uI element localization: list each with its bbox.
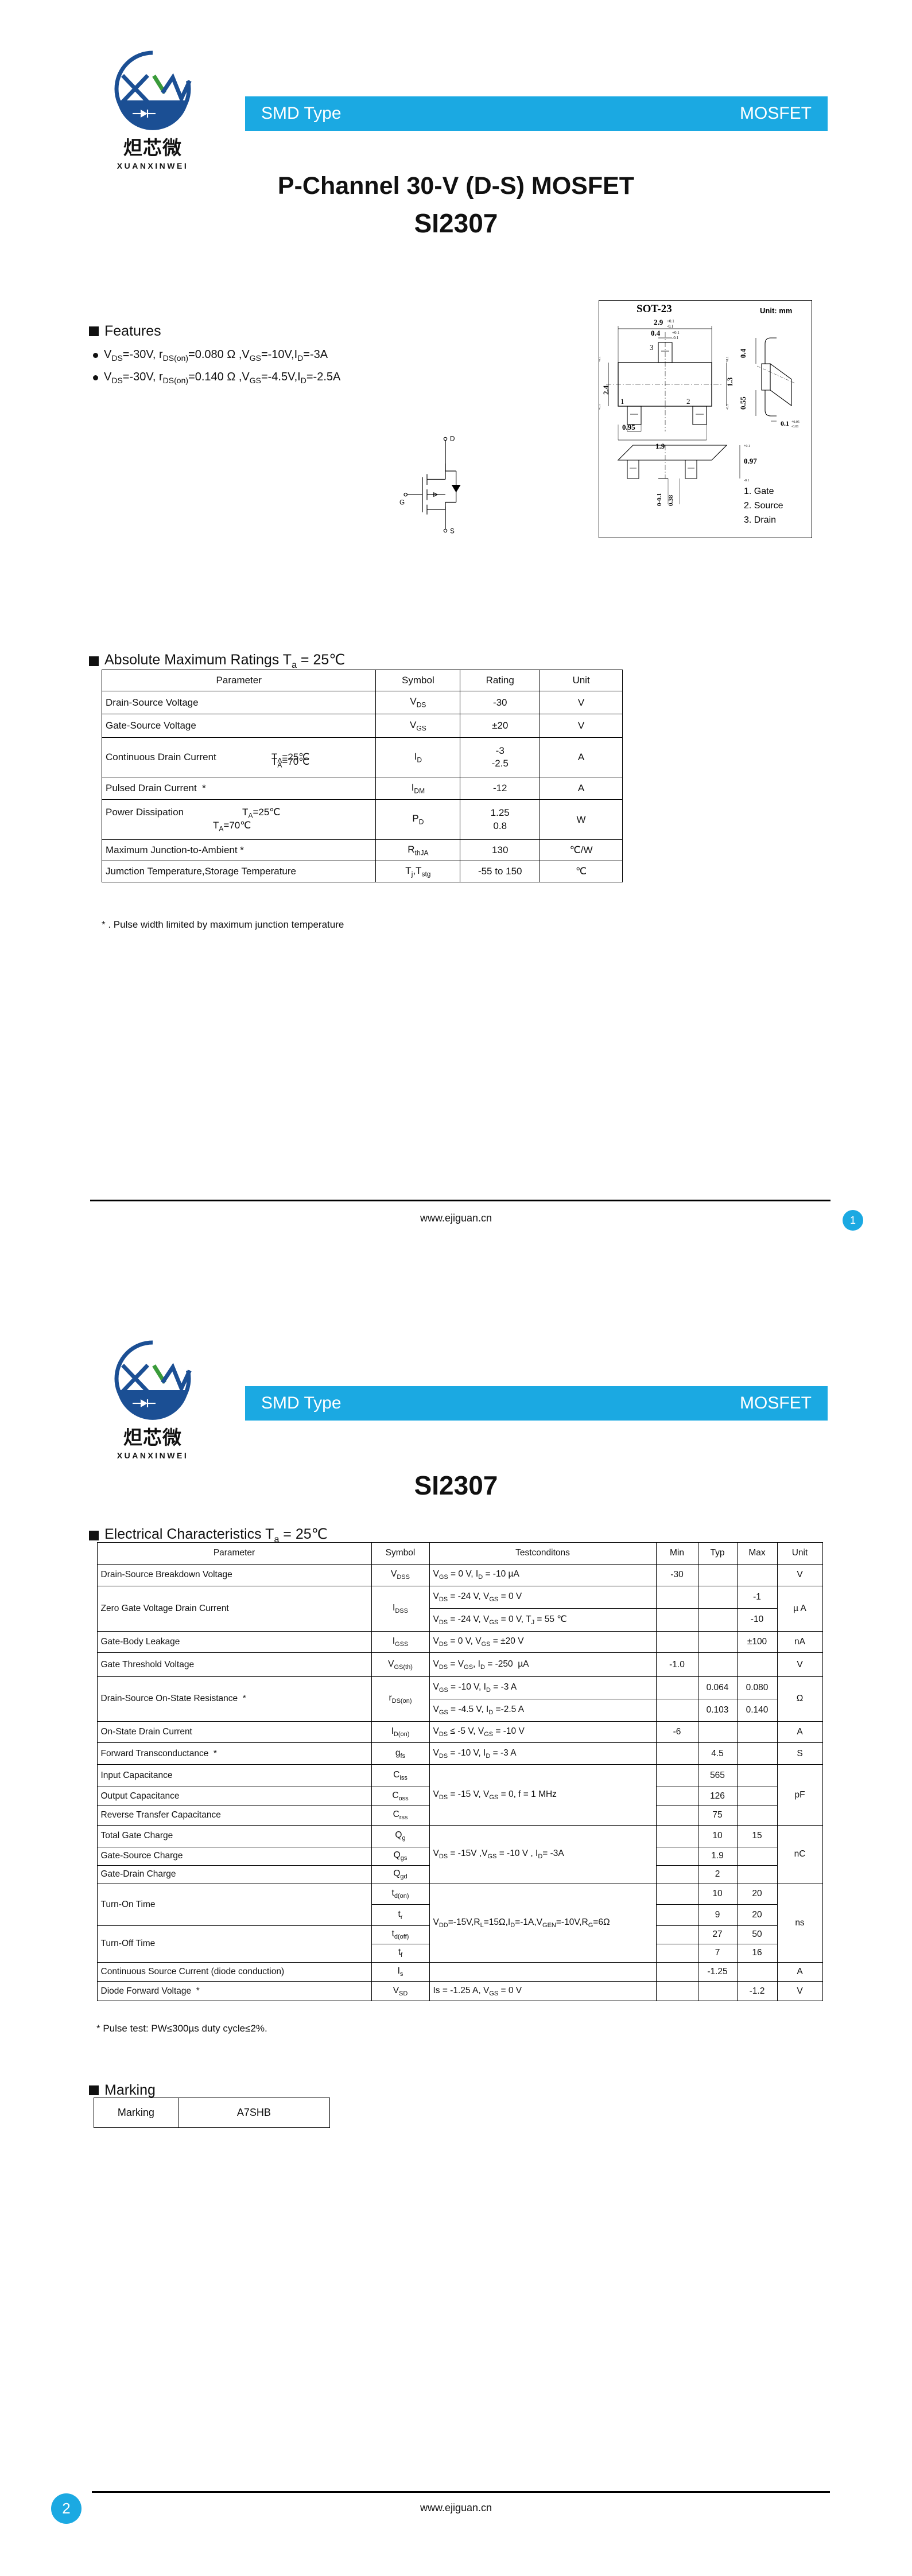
svg-text:-0.01: -0.01: [791, 425, 799, 429]
svg-text:0.95: 0.95: [622, 423, 635, 431]
svg-text:-0.1: -0.1: [672, 336, 679, 340]
svg-text:0.55: 0.55: [739, 396, 747, 410]
svg-text:D: D: [450, 435, 455, 443]
svg-text:1. Gate: 1. Gate: [744, 487, 774, 496]
svg-text:+0.05: +0.05: [791, 421, 800, 424]
svg-text:1.3: 1.3: [725, 377, 734, 387]
svg-text:SOT-23: SOT-23: [637, 303, 672, 315]
svg-text:2. Source: 2. Source: [744, 501, 783, 511]
svg-text:3. Drain: 3. Drain: [744, 515, 776, 525]
svg-text:0.1: 0.1: [781, 419, 789, 427]
svg-text:-0.1: -0.1: [726, 404, 729, 410]
svg-text:0.4: 0.4: [651, 329, 661, 337]
svg-text:+0.1: +0.1: [667, 319, 674, 324]
svg-text:0-0.1: 0-0.1: [656, 493, 663, 506]
svg-text:1: 1: [620, 397, 624, 406]
svg-text:3: 3: [650, 343, 654, 352]
svg-text:0.4: 0.4: [739, 348, 747, 358]
svg-text:2.9: 2.9: [654, 318, 663, 326]
svg-text:+0.1: +0.1: [599, 356, 601, 363]
svg-text:G: G: [399, 499, 405, 507]
svg-text:-0.1: -0.1: [599, 404, 601, 410]
svg-text:1.9: 1.9: [655, 442, 665, 450]
svg-text:2.4: 2.4: [601, 385, 610, 395]
svg-text:-0.1: -0.1: [744, 479, 750, 482]
svg-text:+0.1: +0.1: [726, 356, 729, 363]
svg-text:Unit: mm: Unit: mm: [760, 306, 792, 315]
svg-text:S: S: [450, 527, 455, 535]
svg-text:+0.1: +0.1: [744, 445, 750, 448]
svg-text:2: 2: [686, 397, 690, 406]
svg-text:+0.1: +0.1: [672, 330, 680, 335]
svg-text:0.38: 0.38: [667, 495, 674, 506]
svg-text:0.97: 0.97: [744, 457, 757, 465]
svg-text:-0.1: -0.1: [667, 324, 674, 329]
